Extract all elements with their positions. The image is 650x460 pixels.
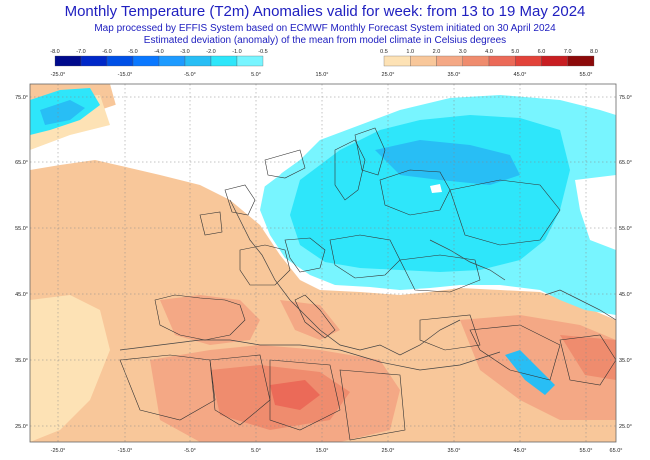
longitude-label: 45.0°	[514, 72, 527, 78]
legend-negative-label: -3.0	[180, 49, 189, 55]
longitude-label: 55.0°	[580, 448, 593, 454]
longitude-label: 5.0°	[251, 72, 261, 78]
latitude-label: 75.0°	[15, 95, 28, 101]
legend-positive-swatch	[462, 55, 490, 67]
neutral-areas	[30, 84, 616, 250]
legend-positive-swatch	[410, 55, 437, 67]
legend-negative-label: -6.0	[102, 49, 111, 55]
longitude-label: -25.0°	[51, 448, 66, 454]
latitude-label: 75.0°	[619, 95, 632, 101]
cold-anomaly-areas	[30, 88, 616, 395]
legend-positive-swatch	[515, 55, 542, 67]
legend-negative-swatch	[184, 55, 212, 67]
latitude-label: 65.0°	[619, 160, 632, 166]
map-subtitle-description: Estimated deviation (anomaly) of the mea…	[143, 35, 507, 46]
longitude-label: -25.0°	[51, 72, 66, 78]
latitude-label: 65.0°	[15, 160, 28, 166]
map-subtitle-processing: Map processed by EFFIS System based on E…	[94, 23, 556, 34]
longitude-label: 35.0°	[448, 72, 461, 78]
legend-negative-label: -0.5	[258, 49, 267, 55]
longitude-labels-top: -25.0° -15.0° -5.0° 5.0° 15.0° 25.0° 35.0° 45.0…	[51, 72, 593, 78]
legend-positive-label: 5.0	[511, 49, 519, 55]
longitude-label: 25.0°	[382, 72, 395, 78]
legend-negative-swatch	[236, 55, 264, 67]
legend-negative-label: -5.0	[128, 49, 137, 55]
legend-positive-swatch	[488, 55, 516, 67]
warm-anomaly-areas	[30, 84, 616, 442]
legend-positive-label: 0.5	[380, 49, 388, 55]
legend-negative-swatch	[158, 55, 186, 67]
legend-positive-label: 7.0	[564, 49, 572, 55]
legend-negative-label: -2.0	[206, 49, 215, 55]
latitude-label: 45.0°	[619, 292, 632, 298]
latitude-label: 35.0°	[619, 358, 632, 364]
legend-negative-swatch	[80, 55, 108, 67]
legend-negative-swatch	[132, 55, 160, 67]
latitude-labels-left: 75.0° 65.0° 55.0° 45.0° 35.0° 25.0°	[15, 95, 28, 430]
map-title: Monthly Temperature (T2m) Anomalies vali…	[64, 3, 586, 20]
legend-positive-label: 8.0	[590, 49, 598, 55]
longitude-label: 45.0°	[514, 448, 527, 454]
latitude-label: 25.0°	[15, 424, 28, 430]
longitude-label: 35.0°	[448, 448, 461, 454]
legend-negative-label: -7.0	[76, 49, 85, 55]
longitude-label: -15.0°	[118, 448, 133, 454]
legend-positive-label: 2.0	[433, 49, 441, 55]
latitude-label: 45.0°	[15, 292, 28, 298]
legend-positive-label: 6.0	[538, 49, 546, 55]
latitude-label: 55.0°	[15, 226, 28, 232]
legend-negative-label: -1.0	[232, 49, 241, 55]
legend-positive-swatch	[436, 55, 463, 67]
country-borders	[119, 127, 616, 441]
legend-positive-label: 4.0	[485, 49, 493, 55]
longitude-label: -15.0°	[118, 72, 133, 78]
legend-negative-swatch	[106, 55, 134, 67]
latitude-labels-right: 75.0° 65.0° 55.0° 45.0° 35.0° 25.0°	[619, 95, 632, 430]
legend-positive-swatch	[541, 55, 568, 67]
longitude-label: -5.0°	[184, 72, 196, 78]
legend-positive-label: 3.0	[459, 49, 467, 55]
latitude-label: 25.0°	[619, 424, 632, 430]
legend-negative-swatch	[54, 55, 82, 67]
legend-positive-scale: 0.5 1.0 2.0 3.0 4.0 5.0 6.0 7.0 8.0	[380, 49, 598, 67]
longitude-labels-bottom: -25.0° -15.0° -5.0° 5.0° 15.0° 25.0° 35.0° 45.0…	[51, 448, 623, 454]
legend-positive-swatch	[383, 55, 411, 67]
legend-negative-swatch	[210, 55, 238, 67]
legend-positive-swatch	[567, 55, 595, 67]
longitude-label: 25.0°	[382, 448, 395, 454]
legend-negative-label: -8.0	[50, 49, 59, 55]
longitude-label: 55.0°	[580, 72, 593, 78]
longitude-label: 65.0°	[610, 448, 623, 454]
legend-negative-label: -4.0	[154, 49, 163, 55]
latitude-label: 55.0°	[619, 226, 632, 232]
longitude-label: 15.0°	[316, 72, 329, 78]
longitude-label: 5.0°	[251, 448, 261, 454]
map-frame	[29, 83, 617, 443]
latitude-label: 35.0°	[15, 358, 28, 364]
coastlines	[119, 199, 616, 371]
longitude-label: -5.0°	[184, 448, 196, 454]
longitude-label: 15.0°	[316, 448, 329, 454]
legend-negative-scale: -8.0 -7.0 -6.0 -5.0 -4.0 -3.0 -2.0 -1.0 -0.5	[50, 49, 268, 67]
legend-positive-label: 1.0	[406, 49, 414, 55]
graticule	[30, 84, 616, 442]
